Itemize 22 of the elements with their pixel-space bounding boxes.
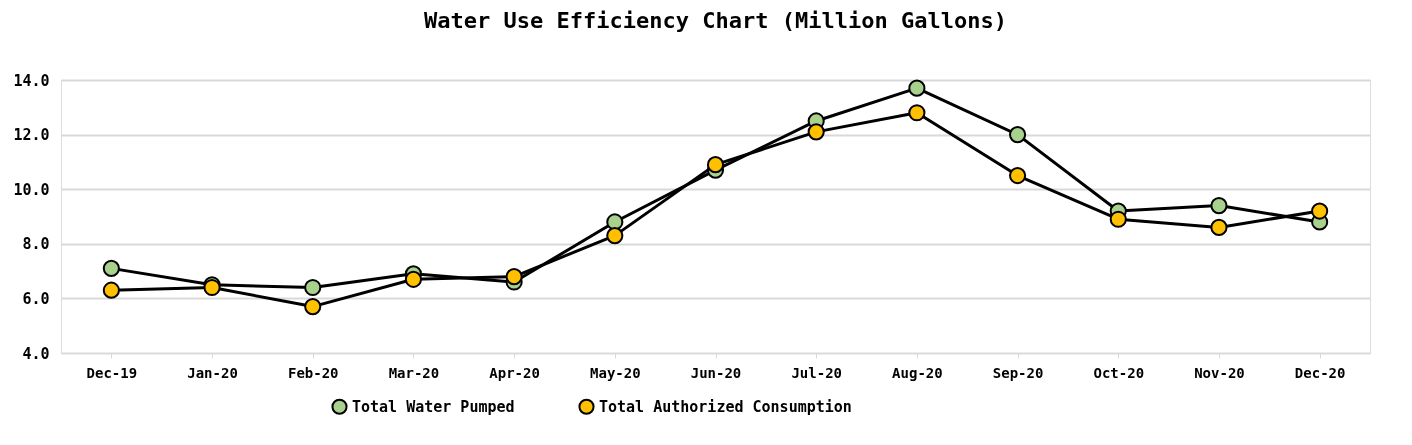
x-tick-label: Jul-20 bbox=[791, 364, 842, 381]
x-tick-label: Oct-20 bbox=[1093, 364, 1145, 381]
chart-title: Water Use Efficiency Chart (Million Gallons) bbox=[424, 8, 1007, 33]
legend-label: Total Water Pumped bbox=[352, 397, 515, 416]
x-tick-label: Jan-20 bbox=[187, 364, 238, 381]
y-tick-label: 4.0 bbox=[22, 344, 50, 363]
y-tick-label: 14.0 bbox=[13, 71, 50, 90]
x-tick-label: Dec-20 bbox=[1294, 364, 1346, 381]
y-tick-label: 10.0 bbox=[13, 180, 50, 199]
x-tick-label: Dec-19 bbox=[86, 364, 138, 381]
x-tick-label: Aug-20 bbox=[892, 364, 943, 381]
y-tick-label: 6.0 bbox=[22, 289, 50, 308]
x-tick-label: Feb-20 bbox=[287, 364, 339, 381]
y-tick-label: 8.0 bbox=[22, 235, 50, 254]
x-tick-label: Sep-20 bbox=[992, 364, 1044, 381]
x-tick-label: May-20 bbox=[590, 364, 641, 381]
x-tick-label: Nov-20 bbox=[1194, 364, 1245, 381]
y-tick-label: 12.0 bbox=[13, 126, 50, 145]
legend-label: Total Authorized Consumption bbox=[599, 397, 852, 416]
x-tick-label: Mar-20 bbox=[388, 364, 440, 381]
x-tick-label: Apr-20 bbox=[489, 364, 540, 381]
x-tick-label: Jun-20 bbox=[690, 364, 742, 381]
